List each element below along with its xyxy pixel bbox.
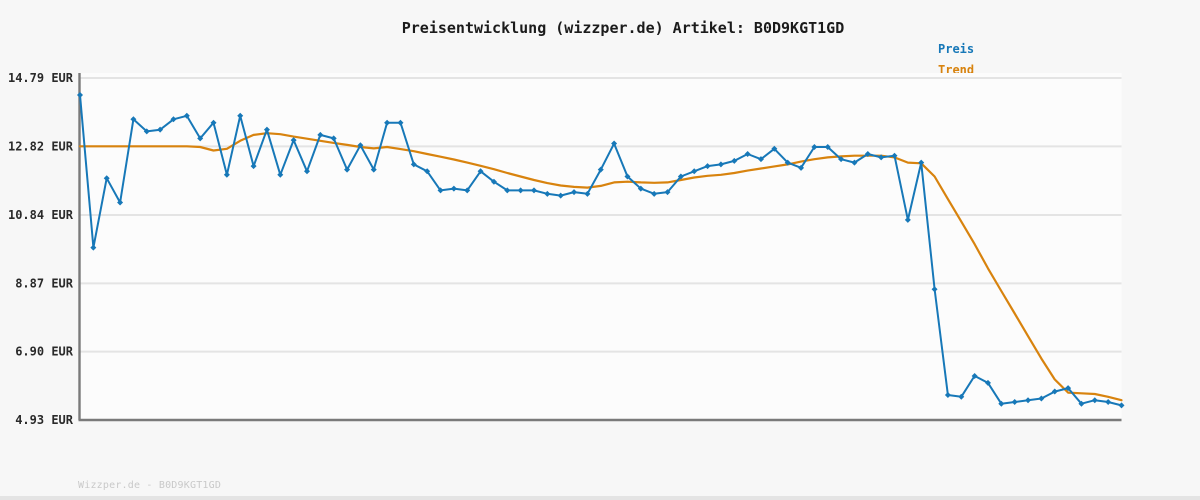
price-point	[904, 216, 911, 223]
price-point	[90, 244, 97, 251]
y-tick-label: 6.90 EUR	[15, 345, 74, 359]
price-point	[197, 135, 204, 142]
y-tick-label: 8.87 EUR	[15, 276, 74, 290]
price-point	[824, 144, 831, 151]
trend-line	[78, 132, 1123, 402]
price-point	[798, 164, 805, 171]
price-point	[1118, 402, 1125, 409]
price-point	[477, 168, 484, 175]
price-point	[397, 119, 404, 126]
price-point	[1011, 398, 1018, 405]
price-point	[931, 286, 938, 293]
price-point	[290, 137, 297, 144]
price-point	[958, 393, 965, 400]
price-point	[183, 112, 190, 119]
price-point	[530, 187, 537, 194]
price-point	[103, 175, 110, 182]
y-tick-label: 10.84 EUR	[8, 208, 74, 222]
price-point	[838, 156, 845, 163]
price-point	[344, 166, 351, 173]
price-point	[918, 159, 925, 166]
price-point	[851, 159, 858, 166]
price-point	[1025, 397, 1032, 404]
price-point	[490, 178, 497, 185]
legend-item-preis: Preis	[938, 39, 974, 60]
y-tick-label: 14.79 EUR	[8, 71, 74, 85]
price-point	[77, 91, 83, 98]
price-point	[504, 187, 511, 194]
price-point	[744, 150, 751, 157]
price-point	[571, 189, 578, 196]
price-point	[878, 154, 885, 161]
plot-area	[80, 73, 1122, 419]
price-point	[544, 190, 551, 197]
price-point	[1038, 395, 1045, 402]
price-point	[971, 372, 978, 379]
price-point	[210, 119, 217, 126]
price-point	[437, 187, 444, 194]
footer-watermark: Wizzper.de - B0D9KGT1GD	[78, 480, 222, 491]
price-point	[143, 128, 150, 135]
price-point	[677, 173, 684, 180]
price-point	[691, 168, 698, 175]
price-point	[170, 116, 177, 123]
price-point	[704, 163, 711, 170]
price-point	[384, 119, 391, 126]
price-point	[624, 173, 631, 180]
price-point	[771, 145, 778, 152]
price-point	[717, 161, 724, 168]
price-point	[811, 144, 818, 151]
price-point	[317, 131, 324, 138]
chart-title: Preisentwicklung (wizzper.de) Artikel: B…	[401, 19, 845, 37]
price-point	[784, 159, 791, 166]
bottom-band	[0, 496, 1200, 500]
price-point	[450, 185, 457, 192]
price-point	[1078, 400, 1085, 407]
price-point	[557, 192, 564, 199]
price-point	[277, 171, 284, 178]
price-point	[410, 161, 417, 168]
price-point	[637, 185, 644, 192]
price-point	[864, 150, 871, 157]
price-point	[984, 379, 991, 386]
price-point	[370, 166, 377, 173]
price-point	[330, 135, 337, 142]
price-point	[998, 400, 1005, 407]
y-tick-label: 4.93 EUR	[15, 413, 74, 427]
price-point	[517, 187, 524, 194]
price-point	[464, 187, 471, 194]
price-point	[223, 171, 230, 178]
price-point	[250, 163, 257, 170]
price-point	[157, 126, 164, 133]
legend-label-preis: Preis	[938, 42, 975, 56]
price-point	[944, 392, 951, 399]
price-point	[424, 168, 431, 175]
price-point	[597, 166, 604, 173]
price-point	[303, 168, 310, 175]
price-point	[1091, 397, 1098, 404]
price-point	[263, 126, 270, 133]
price-point	[357, 142, 364, 149]
price-point	[891, 152, 898, 159]
price-point	[731, 157, 738, 164]
price-point	[1065, 385, 1072, 392]
price-point	[651, 190, 658, 197]
price-point	[130, 116, 137, 123]
price-point	[584, 190, 591, 197]
price-point	[664, 189, 671, 196]
price-point	[611, 140, 618, 147]
price-point	[237, 112, 244, 119]
price-point	[117, 199, 124, 206]
price-point	[757, 156, 764, 163]
price-point	[1105, 398, 1112, 405]
price-point	[1051, 388, 1058, 395]
y-tick-label: 12.82 EUR	[8, 139, 74, 153]
